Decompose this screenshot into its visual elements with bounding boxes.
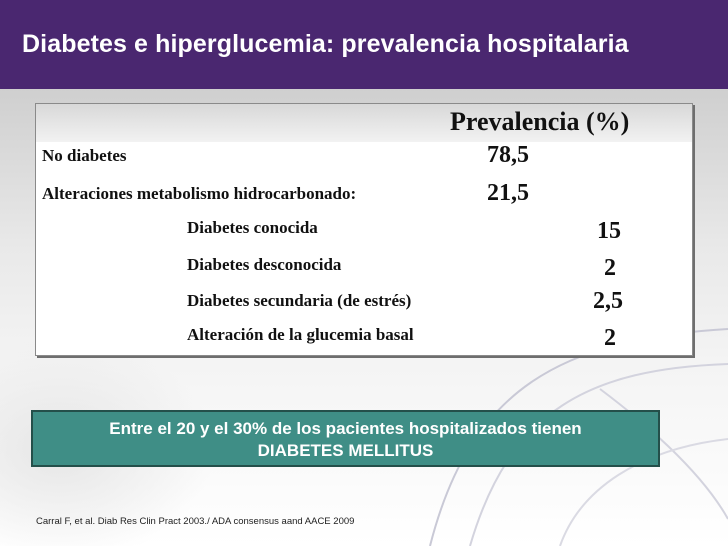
citation-text: Carral F, et al. Diab Res Clin Pract 200… — [36, 516, 355, 527]
row-label-diabetes-desconocida: Diabetes desconocida — [187, 255, 342, 274]
row-label-alteraciones: Alteraciones metabolismo hidrocarbonado: — [42, 184, 357, 203]
row-label-diabetes-conocida: Diabetes conocida — [187, 218, 318, 237]
row-label-diabetes-secundaria: Diabetes secundaria (de estrés) — [187, 291, 412, 310]
slide-title: Diabetes e hiperglucemia: prevalencia ho… — [22, 30, 629, 58]
column-header-prevalencia: Prevalencia (%) — [450, 107, 630, 136]
prevalence-table: Prevalencia (%) No diabetes 78,5 Alterac… — [35, 103, 693, 356]
row-value-no-diabetes: 78,5 — [487, 142, 529, 168]
slide-header: Diabetes e hiperglucemia: prevalencia ho… — [0, 0, 728, 89]
row-value-diabetes-conocida: 15 — [597, 218, 621, 244]
note-line-1: Entre el 20 y el 30% de los pacientes ho… — [109, 419, 582, 438]
row-label-glucemia-basal: Alteración de la glucemia basal — [187, 325, 414, 344]
row-value-diabetes-secundaria: 2,5 — [593, 288, 623, 314]
row-value-glucemia-basal: 2 — [604, 325, 616, 351]
note-line-2: DIABETES MELLITUS — [257, 441, 434, 460]
row-label-no-diabetes: No diabetes — [42, 146, 127, 165]
highlight-note: Entre el 20 y el 30% de los pacientes ho… — [31, 410, 660, 467]
table-header-strip — [36, 104, 692, 142]
row-value-diabetes-desconocida: 2 — [604, 255, 616, 281]
row-value-alteraciones: 21,5 — [487, 180, 529, 206]
